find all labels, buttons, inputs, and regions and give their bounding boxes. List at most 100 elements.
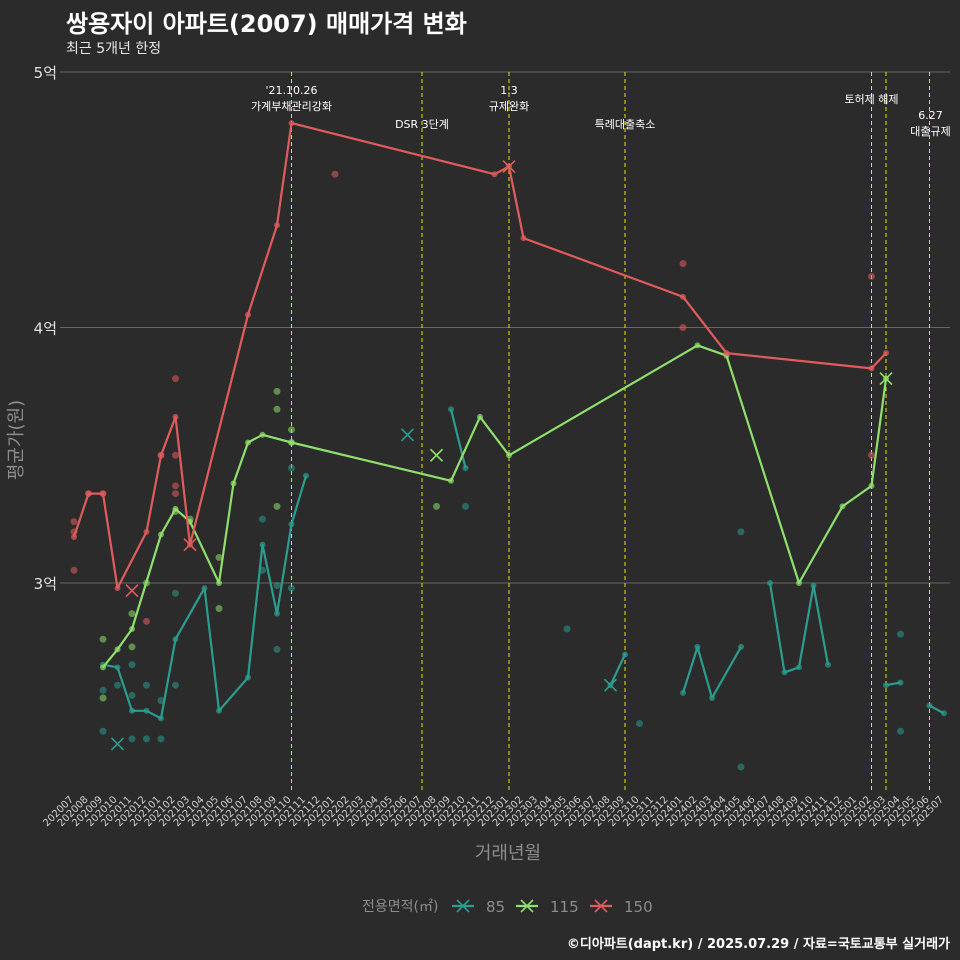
line-point — [796, 580, 802, 586]
data-point — [172, 490, 179, 498]
policy-annotation: 1.3 — [500, 84, 518, 97]
x-tick-labels: 2020072020082020092020102020112020122021… — [41, 794, 946, 829]
line-point — [883, 350, 889, 357]
data-point — [897, 727, 904, 735]
cross-marker — [183, 538, 197, 552]
line-point — [520, 235, 527, 242]
data-point — [172, 589, 179, 597]
cross-marker — [400, 428, 415, 442]
x-axis-title: 거래년월 — [475, 843, 541, 864]
line-point — [274, 222, 280, 229]
line-point — [172, 636, 179, 643]
line-point — [767, 580, 773, 586]
data-point — [636, 720, 643, 728]
line-point — [288, 439, 295, 446]
line-point — [738, 643, 744, 650]
policy-annotation: 대출규제 — [910, 125, 950, 138]
series-150 — [70, 120, 889, 625]
line-point — [491, 171, 498, 178]
series-line — [449, 409, 467, 469]
cross-stroke — [125, 584, 139, 598]
data-point — [99, 635, 107, 643]
line-point — [825, 661, 831, 668]
data-point — [157, 735, 165, 743]
line-point — [883, 682, 889, 689]
line-point — [85, 490, 92, 497]
line-point — [158, 715, 164, 722]
series-line — [609, 654, 626, 686]
series-line — [102, 344, 888, 668]
cross-stroke — [502, 159, 516, 174]
data-point — [215, 553, 223, 561]
y-tick-label: 5억 — [34, 64, 57, 82]
data-point — [128, 661, 136, 669]
series-115 — [99, 342, 893, 702]
line-point — [114, 646, 121, 653]
legend-cross — [456, 899, 470, 913]
data-point — [172, 681, 179, 689]
line-point — [680, 293, 686, 300]
line-point — [143, 707, 150, 714]
line-point — [448, 477, 454, 484]
y-axis-title: 평균가(원) — [6, 400, 27, 480]
line-point — [259, 431, 266, 438]
line-point — [158, 452, 164, 459]
legend-label: 85 — [486, 898, 505, 916]
data-point — [868, 451, 875, 459]
data-point — [462, 502, 469, 510]
data-point — [143, 735, 150, 743]
data-point — [273, 405, 281, 413]
data-point — [288, 426, 295, 434]
y-tick-labels: 3억 4억 5억 — [34, 64, 57, 593]
line-point — [172, 413, 179, 420]
grid-lines — [60, 71, 950, 584]
data-point — [99, 727, 107, 735]
line-point — [274, 610, 280, 617]
line-point — [259, 541, 266, 548]
line-point — [114, 664, 121, 671]
cross-marker — [429, 448, 444, 462]
policy-annotation: 가계부채관리강화 — [251, 100, 332, 113]
data-point — [737, 763, 745, 771]
series-line — [72, 122, 887, 590]
line-point — [941, 710, 947, 717]
line-point — [303, 472, 309, 479]
line-point — [100, 664, 106, 671]
data-point — [331, 170, 339, 178]
policy-annotation: 특례대출축소 — [595, 118, 656, 131]
data-point — [172, 451, 179, 459]
legend-label: 115 — [550, 898, 579, 916]
line-point — [694, 342, 701, 349]
data-point — [128, 735, 136, 743]
line-point — [245, 439, 251, 446]
data-point — [99, 694, 107, 702]
data-point — [563, 625, 571, 633]
line-point — [926, 702, 933, 709]
data-point — [273, 645, 281, 653]
legend-key-115 — [516, 899, 538, 913]
data-point — [273, 387, 281, 395]
series-line — [102, 475, 308, 720]
line-point — [810, 582, 817, 589]
series-line — [768, 582, 830, 674]
cross-marker — [603, 678, 618, 692]
policy-annotation: 6.27 — [918, 109, 943, 122]
line-point — [201, 585, 208, 592]
legend-title: 전용면적(㎡) — [362, 899, 438, 915]
line-point — [230, 480, 237, 487]
data-point — [288, 464, 295, 472]
legend-cross — [594, 899, 608, 913]
line-point — [839, 503, 846, 510]
line-point — [143, 528, 150, 535]
line-point — [781, 669, 788, 676]
line-point — [796, 664, 802, 671]
line-point — [129, 707, 135, 714]
data-point — [433, 502, 440, 510]
cross-marker — [879, 372, 893, 386]
legend-label: 150 — [624, 898, 653, 916]
line-point — [129, 625, 135, 632]
data-point — [897, 630, 904, 638]
line-point — [897, 679, 904, 686]
line-point — [216, 707, 222, 714]
